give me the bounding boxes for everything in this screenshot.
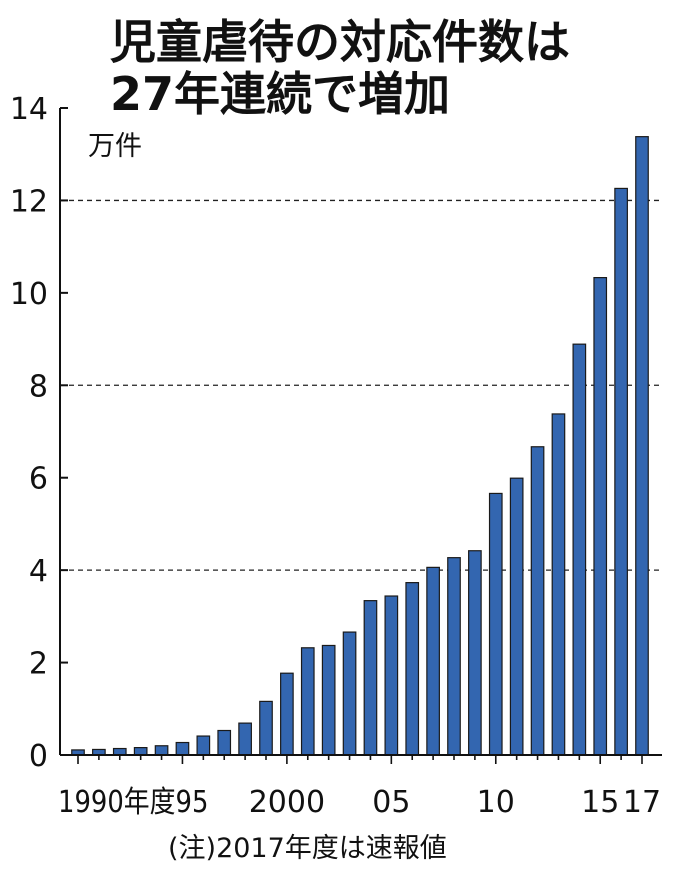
y-tick-label-0: 0 <box>29 739 48 774</box>
x-tick-label-2000: 2000 <box>249 785 325 820</box>
x-axis-ticks: 1990年度95 2000 05 10 15 17 <box>58 755 661 820</box>
x-tick-label-17: 17 <box>623 785 661 820</box>
bar-2005 <box>384 595 399 756</box>
gridlines <box>60 199 662 571</box>
footnote: (注)2017年度は速報値 <box>168 833 447 864</box>
bar-2006 <box>405 582 420 756</box>
bar-2003 <box>342 631 357 756</box>
bar-1997 <box>217 729 232 756</box>
bar-1996 <box>196 735 211 756</box>
chart-title-line-2: 27年連続で増加 <box>110 67 450 121</box>
bar-1999 <box>259 700 273 756</box>
y-tick-label-14: 14 <box>10 92 48 127</box>
y-tick-label-6: 6 <box>29 462 48 497</box>
bar-1993 <box>133 747 148 756</box>
unit-label: 万件 <box>88 131 142 162</box>
bar-2010 <box>488 492 503 756</box>
bar-2000 <box>280 672 294 756</box>
bar-2012 <box>530 446 545 756</box>
bars <box>71 136 649 756</box>
axes <box>59 108 662 756</box>
y-tick-label-10: 10 <box>10 277 48 312</box>
bar-2009 <box>468 550 482 756</box>
bar-2008 <box>447 557 461 756</box>
bar-2004 <box>363 600 378 756</box>
y-tick-label-2: 2 <box>29 647 48 682</box>
bar-2016 <box>614 187 628 756</box>
x-tick-label-05: 05 <box>372 785 410 820</box>
bar-2007 <box>426 566 440 756</box>
x-tick-label-10: 10 <box>477 785 515 820</box>
bar-2013 <box>551 413 566 756</box>
bar-2011 <box>509 477 524 756</box>
chart-title-line-1: 児童虐待の対応件数は <box>110 15 570 69</box>
bar-1994 <box>154 745 169 756</box>
bar-2014 <box>572 343 587 756</box>
bar-2001 <box>300 647 315 756</box>
bar-2015 <box>593 277 608 756</box>
bar-2002 <box>321 644 336 756</box>
bar-1998 <box>238 722 252 756</box>
y-axis-ticks: 0 2 4 6 8 10 12 14 <box>10 92 68 774</box>
bar-1995 <box>175 741 190 756</box>
bar-2017 <box>635 136 649 756</box>
y-tick-label-12: 12 <box>10 184 48 219</box>
y-tick-label-4: 4 <box>29 554 48 589</box>
y-tick-label-8: 8 <box>29 369 48 404</box>
x-tick-label-1990年度95: 1990年度95 <box>58 785 208 820</box>
x-tick-label-15: 15 <box>581 785 619 820</box>
